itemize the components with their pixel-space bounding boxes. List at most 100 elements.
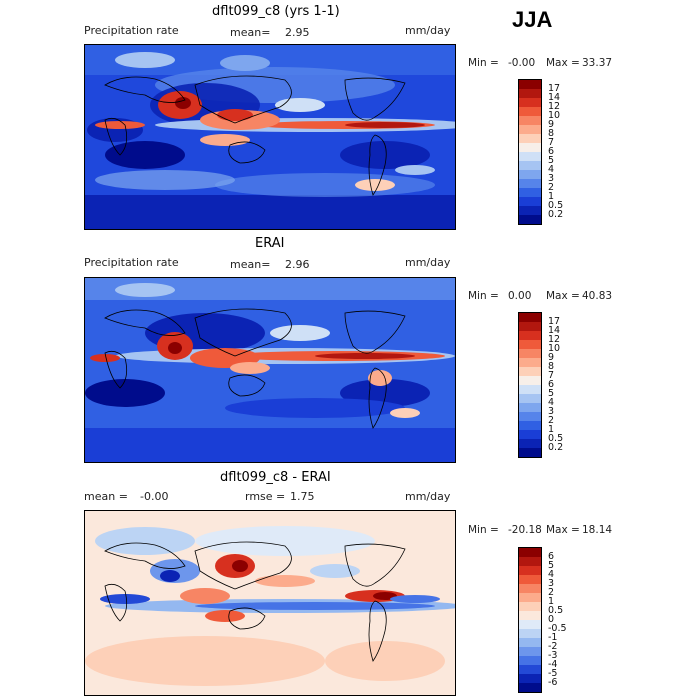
colorbar-segment — [519, 349, 541, 358]
colorbar-segment — [519, 575, 541, 584]
colorbar-segment — [519, 143, 541, 152]
colorbar-tick-label: 6 — [548, 378, 555, 390]
colorbar-segment — [519, 647, 541, 656]
colorbar-segment — [519, 107, 541, 116]
min-label: Min = — [468, 57, 499, 69]
colorbar-tick-label: -0.5 — [548, 622, 567, 634]
colorbar-tick-label: 1 — [548, 595, 555, 607]
max-value: 33.37 — [582, 57, 613, 69]
colorbar-segment — [519, 620, 541, 629]
colorbar — [518, 79, 542, 225]
colorbar-segment — [519, 188, 541, 197]
colorbar-tick-label: 10 — [548, 342, 561, 354]
colorbar-tick-label: 0.5 — [548, 604, 564, 616]
colorbar-tick-label: 5 — [548, 387, 555, 399]
min-value: -0.00 — [508, 57, 536, 69]
colorbar-segment — [519, 206, 541, 215]
colorbar-segment — [519, 367, 541, 376]
colorbar-tick-label: 9 — [548, 351, 555, 363]
colorbar-segment — [519, 566, 541, 575]
colorbar-tick-label: 5 — [548, 559, 555, 571]
colorbar-tick-label: 0.5 — [548, 199, 564, 211]
colorbar-tick-label: 12 — [548, 100, 561, 112]
colorbar-tick-label: -5 — [548, 667, 558, 679]
colorbar-segment — [519, 385, 541, 394]
max-label: Max = — [546, 524, 580, 536]
mean-value: 2.96 — [285, 258, 310, 271]
colorbar-segment — [519, 215, 541, 224]
colorbar-segment — [519, 412, 541, 421]
colorbar-segment — [519, 557, 541, 566]
colorbar-segment — [519, 439, 541, 448]
colorbar-tick-label: 6 — [548, 145, 555, 157]
colorbar-tick-label: 2 — [548, 586, 555, 598]
colorbar-tick-label: -4 — [548, 658, 558, 670]
colorbar-tick-label: -3 — [548, 649, 558, 661]
max-label: Max = — [546, 57, 580, 69]
colorbar-segment — [519, 683, 541, 692]
min-label: Min = — [468, 290, 499, 302]
colorbar-tick-label: 1 — [548, 423, 555, 435]
max-value: 40.83 — [582, 290, 613, 302]
colorbar-tick-label: 4 — [548, 396, 555, 408]
mean-value: 2.95 — [285, 26, 310, 39]
max-value: 18.14 — [582, 524, 613, 536]
colorbar-segment — [519, 656, 541, 665]
units-label: mm/day — [405, 490, 451, 503]
colorbar-segment — [519, 448, 541, 457]
mean-label: mean= — [230, 258, 271, 271]
colorbar-segment — [519, 430, 541, 439]
colorbar-segment — [519, 340, 541, 349]
colorbar-tick-label: -2 — [548, 640, 558, 652]
units-label: mm/day — [405, 24, 451, 37]
colorbar-tick-label: -6 — [548, 676, 558, 688]
colorbar — [518, 312, 542, 458]
rmse-value: 1.75 — [290, 490, 315, 503]
colorbar-tick-label: 0.2 — [548, 441, 564, 453]
colorbar-tick-label: 4 — [548, 568, 555, 580]
colorbar-tick-label: 14 — [548, 91, 561, 103]
colorbar-tick-label: 12 — [548, 333, 561, 345]
panel-title: dflt099_c8 - ERAI — [220, 470, 331, 485]
panel-title: ERAI — [255, 236, 285, 251]
colorbar-tick-label: 14 — [548, 324, 561, 336]
colorbar-tick-label: 17 — [548, 82, 561, 94]
colorbar-tick-label: 2 — [548, 414, 555, 426]
colorbar-segment — [519, 629, 541, 638]
colorbar-segment — [519, 331, 541, 340]
colorbar-tick-label: -1 — [548, 631, 558, 643]
colorbar-segment — [519, 611, 541, 620]
mean-value: -0.00 — [140, 490, 169, 503]
colorbar-tick-label: 3 — [548, 405, 555, 417]
min-value: -20.18 — [508, 524, 542, 536]
colorbar-segment — [519, 638, 541, 647]
colorbar-segment — [519, 394, 541, 403]
colorbar-segment — [519, 674, 541, 683]
max-label: Max = — [546, 290, 580, 302]
precip-map — [84, 44, 456, 230]
min-label: Min = — [468, 524, 499, 536]
colorbar-segment — [519, 125, 541, 134]
colorbar-segment — [519, 179, 541, 188]
colorbar-tick-label: 0.2 — [548, 208, 564, 220]
colorbar-segment — [519, 322, 541, 331]
mean-label: mean= — [230, 26, 271, 39]
colorbar-tick-label: 10 — [548, 109, 561, 121]
colorbar-segment — [519, 134, 541, 143]
colorbar-tick-label: 2 — [548, 181, 555, 193]
colorbar-segment — [519, 116, 541, 125]
colorbar — [518, 547, 542, 693]
colorbar-segment — [519, 80, 541, 89]
difference-map — [84, 510, 456, 696]
colorbar-segment — [519, 548, 541, 557]
colorbar-segment — [519, 161, 541, 170]
colorbar-tick-label: 6 — [548, 550, 555, 562]
colorbar-tick-label: 17 — [548, 315, 561, 327]
colorbar-segment — [519, 358, 541, 367]
colorbar-segment — [519, 152, 541, 161]
variable-label: Precipitation rate — [84, 256, 179, 269]
variable-label: Precipitation rate — [84, 24, 179, 37]
colorbar-tick-label: 0.5 — [548, 432, 564, 444]
panel-title: dflt099_c8 (yrs 1-1) — [212, 4, 340, 19]
min-value: 0.00 — [508, 290, 532, 302]
